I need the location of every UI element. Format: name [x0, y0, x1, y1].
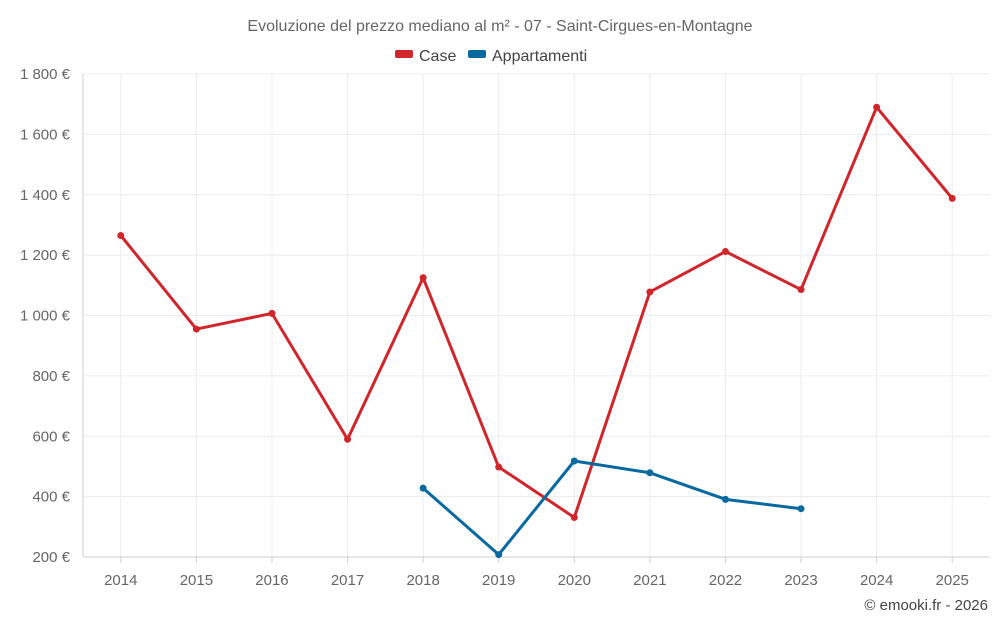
data-point-case-2025[interactable]	[948, 194, 956, 202]
data-point-case-2017[interactable]	[344, 435, 352, 443]
x-tick-label: 2017	[331, 572, 364, 589]
data-point-case-2015[interactable]	[192, 325, 200, 333]
data-point-case-2014[interactable]	[117, 232, 125, 240]
series-line-appartamenti	[422, 459, 802, 557]
legend-label-case: Case	[419, 48, 456, 65]
legend-item-case[interactable]: Case	[395, 48, 456, 65]
y-tick-label: 1 400 €	[20, 187, 71, 204]
chart-title: Evoluzione del prezzo mediano al m² - 07…	[247, 18, 752, 35]
legend-item-appartamenti[interactable]: Appartamenti	[468, 48, 587, 65]
x-tick-label: 2023	[784, 572, 817, 589]
y-tick-label: 800 €	[32, 368, 70, 385]
y-axis-ticks: 200 € 400 € 600 € 800 € 1 000 € 1 200 € 1 400 …	[20, 66, 71, 566]
x-tick-label: 2020	[558, 572, 591, 589]
y-tick-label: 200 €	[32, 549, 70, 566]
data-point-appartamenti-2022[interactable]	[721, 495, 729, 503]
data-point-case-2023[interactable]	[797, 286, 805, 294]
data-point-case-2024[interactable]	[873, 103, 881, 111]
x-tick-label: 2024	[860, 572, 893, 589]
legend-label-appartamenti: Appartamenti	[492, 48, 587, 65]
data-point-appartamenti-2018[interactable]	[419, 484, 427, 492]
y-tick-label: 1 600 €	[20, 126, 71, 143]
legend: Case Appartamenti	[395, 48, 587, 65]
data-point-appartamenti-2023[interactable]	[797, 505, 805, 513]
x-tick-label: 2025	[936, 572, 969, 589]
credit-text: © emooki.fr - 2026	[864, 597, 988, 614]
legend-swatch-case	[395, 50, 413, 58]
x-tick-label: 2014	[104, 572, 137, 589]
x-axis-ticks: 2014 2015 2016 2017 2018 2019 2020 2021 2022 2023…	[104, 572, 969, 589]
data-point-appartamenti-2019[interactable]	[495, 551, 503, 559]
series-line-case	[119, 105, 954, 519]
data-point-case-2018[interactable]	[419, 274, 427, 282]
data-point-case-2020[interactable]	[570, 513, 578, 521]
data-point-appartamenti-2021[interactable]	[646, 469, 654, 477]
data-point-case-2022[interactable]	[721, 248, 729, 256]
y-tick-label: 1 800 €	[20, 66, 71, 83]
x-tick-label: 2019	[482, 572, 515, 589]
data-point-appartamenti-2020[interactable]	[570, 457, 578, 465]
x-tick-label: 2018	[406, 572, 439, 589]
legend-swatch-appartamenti	[468, 50, 486, 58]
series	[117, 103, 956, 559]
y-tick-label: 400 €	[32, 489, 70, 506]
x-tick-label: 2015	[180, 572, 213, 589]
y-tick-label: 1 200 €	[20, 247, 71, 264]
data-point-case-2016[interactable]	[268, 309, 276, 317]
series-case	[117, 103, 956, 521]
data-point-case-2021[interactable]	[646, 288, 654, 296]
y-tick-label: 1 000 €	[20, 308, 71, 325]
x-tick-label: 2022	[709, 572, 742, 589]
data-point-case-2019[interactable]	[495, 463, 503, 471]
series-appartamenti	[419, 457, 805, 559]
y-tick-label: 600 €	[32, 428, 70, 445]
x-tick-label: 2021	[633, 572, 666, 589]
grid	[82, 73, 990, 563]
x-tick-label: 2016	[255, 572, 288, 589]
